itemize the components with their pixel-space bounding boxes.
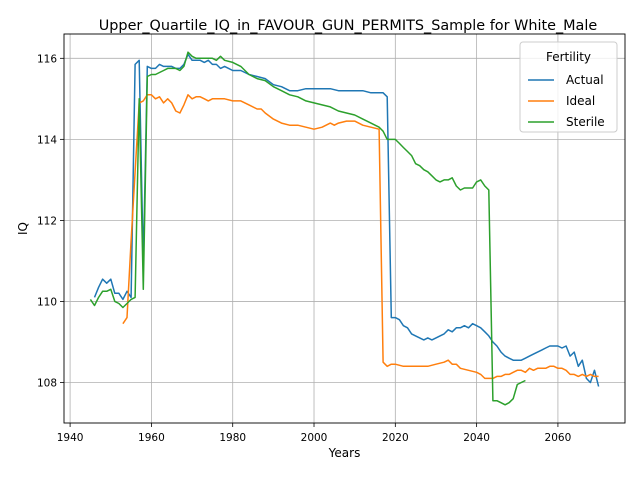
x-tick-label: 2040 (463, 432, 490, 444)
series-line-sterile (89, 51, 526, 406)
x-axis-label: Years (328, 446, 361, 460)
legend: Fertility Actual Ideal Sterile (519, 41, 618, 133)
x-tick-label: 1940 (57, 432, 84, 444)
y-tick-label: 112 (37, 215, 57, 227)
legend-title: Fertility (546, 50, 591, 64)
y-tick-label: 114 (37, 134, 57, 146)
series-line-actual (93, 53, 600, 387)
axis-ticks: 1940 1960 1980 2000 2020 2040 2060 108 110 112 114… (37, 53, 571, 444)
y-axis-label: IQ (16, 222, 30, 235)
legend-label-sterile: Sterile (566, 115, 605, 129)
y-tick-label: 116 (37, 53, 57, 65)
x-tick-label: 2020 (382, 432, 409, 444)
chart-title: Upper_Quartile_IQ_in_FAVOUR_GUN_PERMITS_… (99, 18, 598, 34)
y-tick-label: 110 (37, 296, 57, 308)
y-tick-label: 108 (37, 377, 57, 389)
x-tick-label: 2000 (301, 432, 328, 444)
legend-label-actual: Actual (566, 73, 604, 87)
plot-lines (89, 51, 600, 406)
legend-label-ideal: Ideal (566, 94, 595, 108)
grid (64, 34, 625, 423)
x-tick-label: 2060 (545, 432, 572, 444)
x-tick-label: 1980 (219, 432, 246, 444)
legend-box (519, 41, 618, 133)
plot-frame (63, 33, 626, 424)
series-line-ideal (122, 94, 599, 380)
x-tick-label: 1960 (138, 432, 165, 444)
